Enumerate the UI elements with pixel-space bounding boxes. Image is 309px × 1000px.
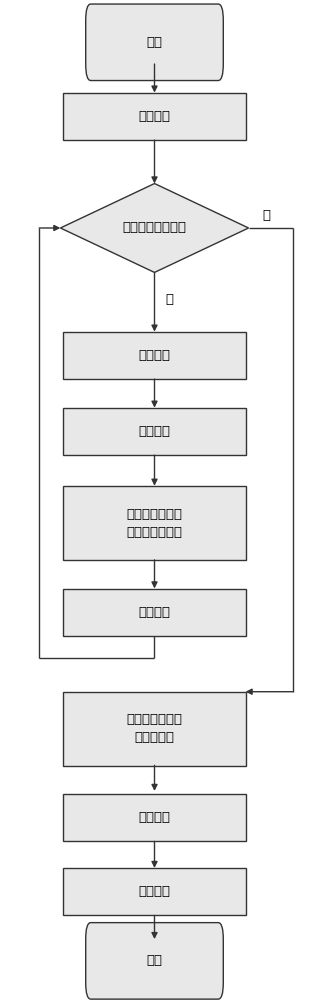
Text: 点云精简: 点云精简 — [138, 811, 171, 824]
Bar — [63, 93, 246, 140]
Text: 开始: 开始 — [146, 36, 163, 49]
Text: 结束: 结束 — [146, 954, 163, 967]
Text: 等待所有拼接线
程同步结束: 等待所有拼接线 程同步结束 — [126, 713, 183, 744]
Text: 转盘旋转: 转盘旋转 — [138, 606, 171, 619]
Bar — [63, 868, 246, 915]
FancyBboxPatch shape — [86, 4, 223, 81]
Text: 创建点云拼接线
程，加入线程池: 创建点云拼接线 程，加入线程池 — [126, 508, 183, 539]
Polygon shape — [61, 184, 248, 272]
Text: 完成所有视角拍摄: 完成所有视角拍摄 — [122, 221, 187, 234]
Bar — [63, 486, 246, 560]
Bar — [63, 794, 246, 841]
Text: 是: 是 — [262, 209, 270, 222]
Bar — [63, 589, 246, 636]
Text: 点云输出: 点云输出 — [138, 885, 171, 898]
Bar — [63, 332, 246, 379]
Text: 点云降噪: 点云降噪 — [138, 425, 171, 438]
Text: 否: 否 — [165, 293, 173, 306]
Bar — [63, 408, 246, 455]
Text: 点云获取: 点云获取 — [138, 349, 171, 362]
FancyBboxPatch shape — [86, 923, 223, 999]
Bar — [63, 692, 246, 766]
Text: 系统标定: 系统标定 — [138, 110, 171, 123]
